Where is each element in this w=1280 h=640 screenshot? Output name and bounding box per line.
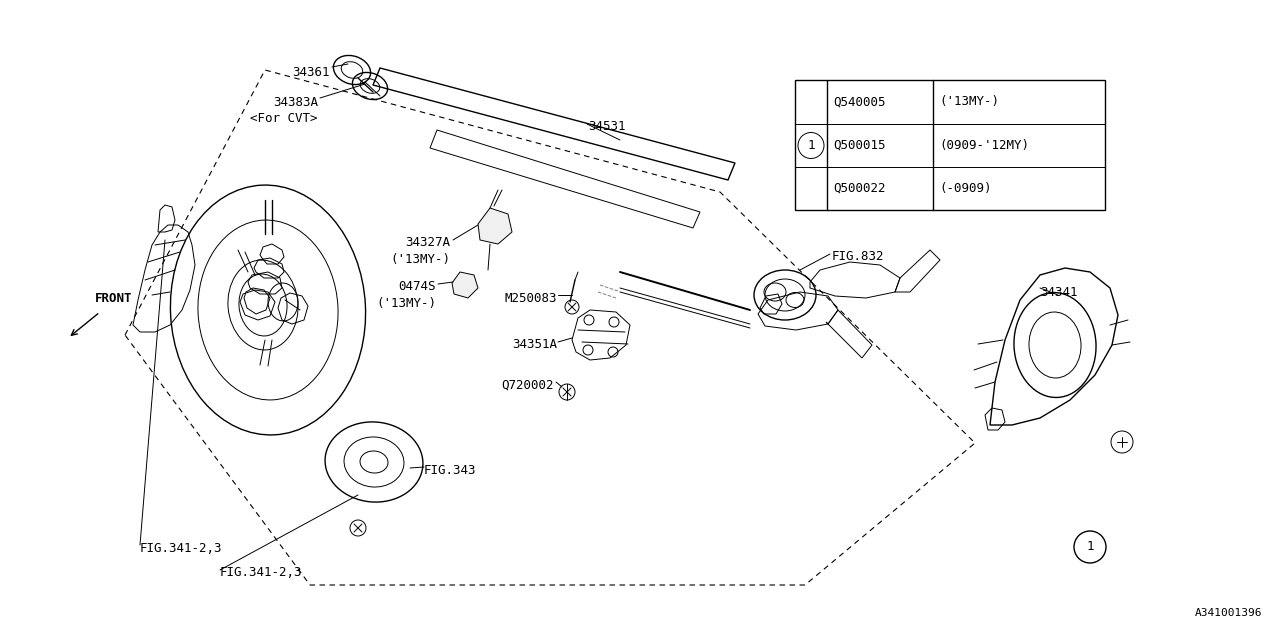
Text: FIG.343: FIG.343: [424, 463, 476, 477]
Text: 34327A: 34327A: [404, 237, 451, 250]
Text: (-0909): (-0909): [940, 182, 992, 195]
Text: FIG.832: FIG.832: [832, 250, 884, 264]
Text: 34531: 34531: [588, 120, 626, 134]
Text: 34341: 34341: [1039, 285, 1078, 298]
Text: 1: 1: [808, 139, 815, 152]
Text: 0474S: 0474S: [398, 280, 436, 294]
Text: 34383A: 34383A: [273, 95, 317, 109]
Text: ('13MY-): ('13MY-): [390, 253, 451, 266]
Text: Q500022: Q500022: [833, 182, 886, 195]
Text: <For CVT>: <For CVT>: [251, 113, 317, 125]
Text: FIG.341-2,3: FIG.341-2,3: [140, 541, 223, 554]
Text: M250083: M250083: [504, 291, 557, 305]
Text: FIG.341-2,3: FIG.341-2,3: [220, 566, 302, 579]
Text: 34351A: 34351A: [512, 339, 557, 351]
Text: Q720002: Q720002: [502, 378, 554, 392]
Text: A341001396: A341001396: [1194, 608, 1262, 618]
Polygon shape: [477, 208, 512, 244]
Text: FRONT: FRONT: [95, 292, 133, 305]
Text: ('13MY-): ('13MY-): [940, 95, 998, 109]
Text: 1: 1: [1087, 541, 1093, 554]
Text: ('13MY-): ('13MY-): [376, 296, 436, 310]
Polygon shape: [452, 272, 477, 298]
Text: Q540005: Q540005: [833, 95, 886, 109]
Text: 34361: 34361: [293, 67, 330, 79]
Text: Q500015: Q500015: [833, 139, 886, 152]
Text: (0909-'12MY): (0909-'12MY): [940, 139, 1029, 152]
